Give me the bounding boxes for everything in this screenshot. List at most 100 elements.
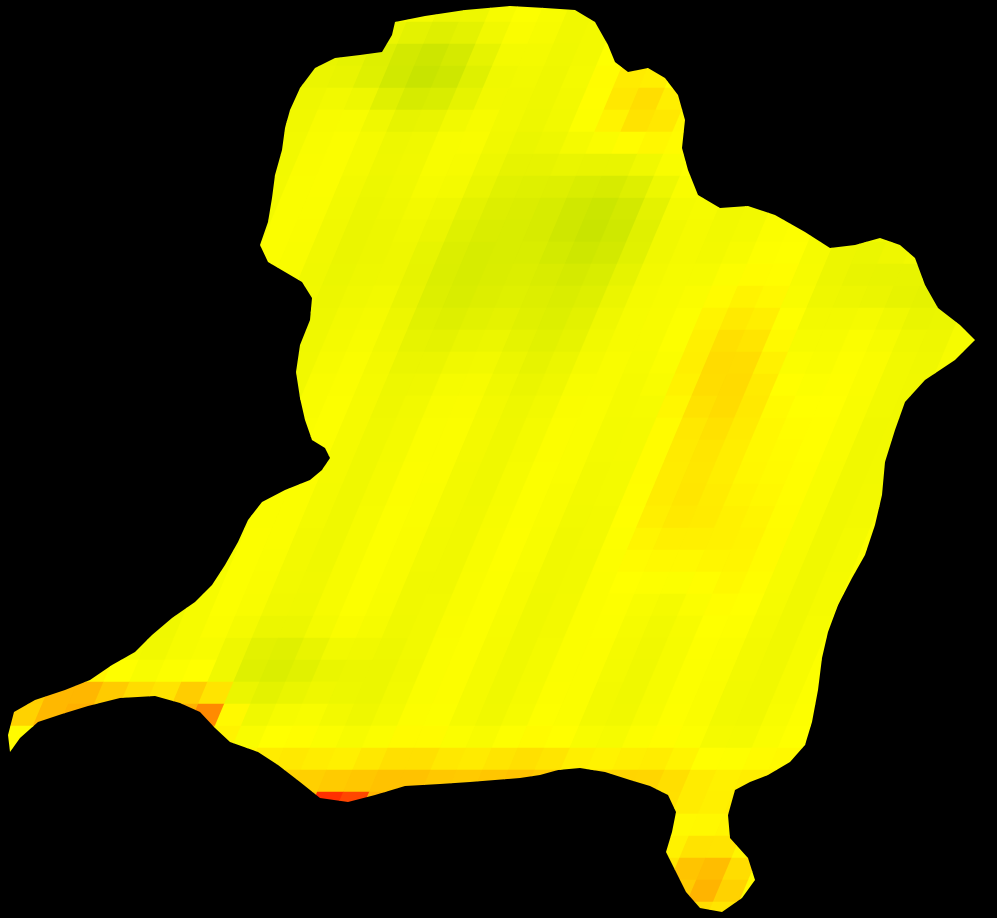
raster-cell <box>751 43 788 67</box>
raster-cell <box>237 153 274 177</box>
raster-cell <box>928 241 965 265</box>
raster-cell <box>428 813 465 837</box>
raster-cell <box>289 835 326 859</box>
raster-cell <box>970 637 975 661</box>
raster-cell <box>8 637 45 661</box>
raster-cell <box>145 373 182 397</box>
raster-cell <box>328 6 365 23</box>
raster-cell <box>740 813 777 837</box>
raster-cell <box>257 43 294 67</box>
raster-cell <box>113 263 150 287</box>
raster-cell <box>93 373 130 397</box>
raster-cell <box>744 6 781 23</box>
raster-cell <box>0 418 6 440</box>
raster-cell <box>969 21 975 45</box>
raster-cell <box>835 835 872 859</box>
raster-cell <box>260 285 297 309</box>
raster-cell <box>72 175 109 199</box>
raster-cell <box>137 329 174 353</box>
raster-cell <box>8 153 40 177</box>
raster-cell <box>989 594 997 616</box>
raster-cell <box>625 901 662 912</box>
raster-cell <box>149 549 186 573</box>
raster-cell <box>78 593 115 617</box>
raster-cell <box>959 43 975 67</box>
raster-cell <box>965 835 975 859</box>
raster-cell <box>8 307 28 331</box>
raster-cell <box>8 901 12 912</box>
raster-cell <box>123 549 160 573</box>
raster-cell <box>205 43 242 67</box>
raster-cell <box>161 87 198 111</box>
raster-cell <box>204 417 241 441</box>
raster-cell <box>8 285 37 309</box>
raster-cell <box>861 153 898 177</box>
raster-cell <box>556 879 593 903</box>
raster-cell <box>861 835 898 859</box>
raster-cell <box>9 263 46 287</box>
raster-cell <box>30 461 67 485</box>
raster-cell <box>229 791 266 815</box>
raster-cell <box>237 835 274 859</box>
raster-cell <box>938 527 975 551</box>
raster-cell <box>922 813 959 837</box>
raster-cell <box>818 131 856 155</box>
raster-cell <box>243 263 280 287</box>
raster-cell <box>924 65 961 89</box>
raster-cell <box>231 43 268 67</box>
raster-cell <box>777 43 814 67</box>
raster-cell <box>972 879 975 903</box>
raster-cell <box>36 879 73 903</box>
raster-cell <box>187 395 225 419</box>
raster-cell <box>15 373 52 397</box>
raster-cell <box>167 197 204 221</box>
raster-cell <box>90 131 128 155</box>
raster-cell <box>958 417 975 441</box>
raster-cell <box>506 813 543 837</box>
raster-cell <box>144 65 181 89</box>
raster-cell <box>235 901 272 912</box>
raster-cell <box>166 571 203 595</box>
raster-cell <box>933 43 970 67</box>
raster-cell <box>177 791 214 815</box>
raster-cell <box>47 791 84 815</box>
raster-cell <box>879 483 916 507</box>
raster-cell <box>605 21 642 45</box>
raster-cell <box>99 483 136 507</box>
raster-cell <box>660 879 697 903</box>
raster-cell <box>135 395 173 419</box>
raster-cell <box>89 505 126 529</box>
raster-cell <box>264 461 301 485</box>
raster-cell <box>168 131 206 155</box>
raster-cell <box>78 285 115 309</box>
raster-cell <box>931 483 968 507</box>
raster-cell <box>186 461 223 485</box>
raster-cell <box>666 6 703 23</box>
raster-cell <box>153 725 190 749</box>
raster-cell <box>8 197 22 221</box>
raster-cell <box>610 813 647 837</box>
raster-cell <box>267 329 304 353</box>
raster-cell <box>400 879 437 903</box>
raster-cell <box>681 87 718 111</box>
raster-cell <box>953 615 975 639</box>
raster-cell <box>907 725 944 749</box>
raster-cell <box>530 879 567 903</box>
raster-cell <box>962 285 975 309</box>
raster-cell <box>764 879 801 903</box>
raster-cell <box>224 6 261 23</box>
raster-cell <box>98 175 135 199</box>
raster-cell <box>960 351 975 375</box>
raster-cell <box>985 110 997 132</box>
raster-cell <box>28 527 65 551</box>
raster-cell <box>692 6 729 23</box>
raster-cell <box>8 571 21 595</box>
raster-cell <box>95 615 132 639</box>
raster-cell <box>97 857 135 881</box>
raster-cell <box>14 65 51 89</box>
raster-cell <box>842 879 879 903</box>
raster-cell <box>324 813 361 837</box>
raster-cell <box>870 813 907 837</box>
raster-cell <box>0 308 1 330</box>
raster-cell <box>8 395 17 419</box>
